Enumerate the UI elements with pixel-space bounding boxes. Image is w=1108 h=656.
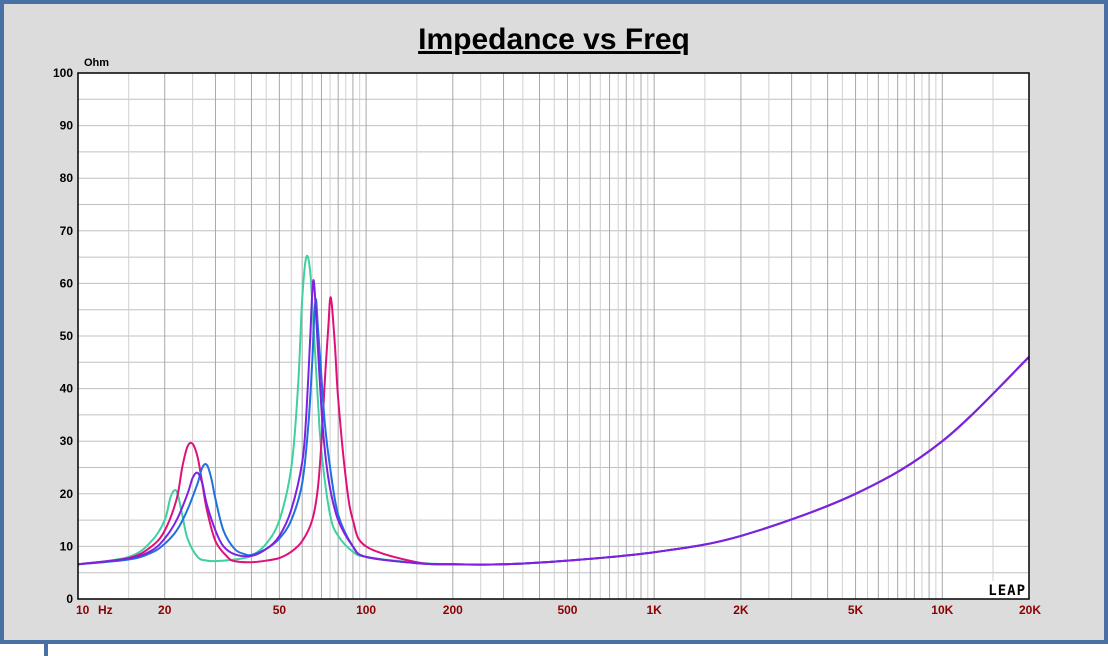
watermark-bg (966, 581, 1028, 598)
y-tick-label: 10 (60, 539, 74, 553)
x-tick-label: 2K (733, 603, 749, 617)
x-tick-labels: 10 20 50 100 200 500 1K 2K 5K 10K 20K (76, 603, 1041, 617)
y-tick-label: 70 (60, 224, 74, 238)
x-tick-label: 200 (443, 603, 463, 617)
y-unit-label: Ohm (84, 57, 109, 69)
y-tick-labels: 0 10 20 30 40 50 60 70 80 90 100 (53, 66, 73, 606)
y-tick-label: 20 (60, 487, 74, 501)
y-tick-label: 100 (53, 66, 73, 80)
y-tick-label: 30 (60, 434, 74, 448)
x-tick-label: 50 (273, 603, 287, 617)
y-tick-label: 60 (60, 276, 74, 290)
x-tick-label: 1K (647, 603, 663, 617)
x-tick-label: 20 (158, 603, 172, 617)
series-group (77, 254, 1030, 566)
y-tick-label: 50 (60, 329, 74, 343)
window-bottom-strip (0, 640, 1108, 656)
x-unit-label: Hz (98, 603, 113, 617)
y-tick-label: 40 (60, 382, 74, 396)
y-tick-label: 0 (66, 592, 73, 606)
y-tick-label: 80 (60, 171, 74, 185)
x-tick-label: 5K (848, 603, 864, 617)
y-tick-label: 90 (60, 119, 74, 133)
impedance-series-line-4 (77, 279, 1030, 566)
strip-divider (44, 644, 48, 656)
grid-lines (77, 72, 1030, 600)
plot-border (77, 72, 1030, 600)
x-tick-label: 10K (931, 603, 953, 617)
x-tick-label: 20K (1019, 603, 1041, 617)
chart-title: Impedance vs Freq (418, 23, 690, 56)
x-tick-label: 500 (557, 603, 577, 617)
x-tick-label: 10 (76, 603, 90, 617)
leap-watermark: LEAP (988, 583, 1026, 599)
x-tick-label: 100 (356, 603, 376, 617)
